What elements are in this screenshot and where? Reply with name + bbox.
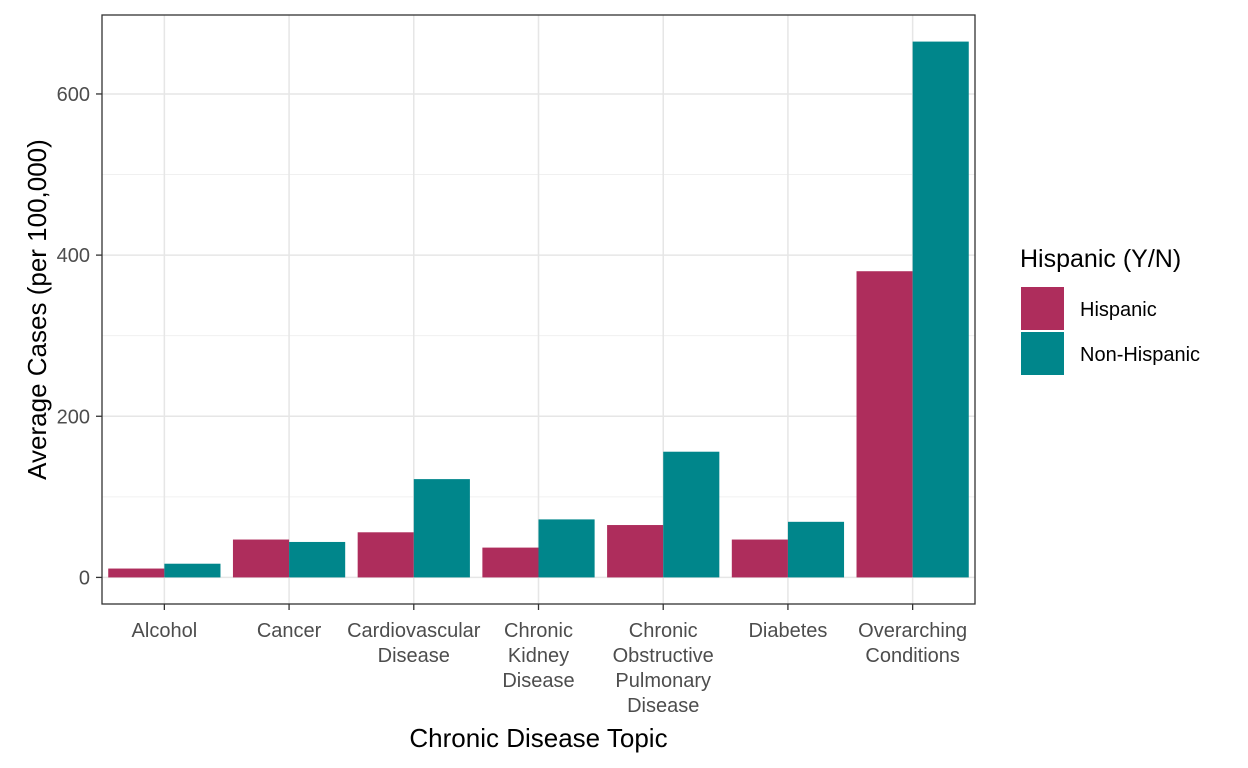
bar-hispanic-5 <box>731 539 788 578</box>
x-tick-label-line: Disease <box>378 645 450 667</box>
x-tick-label-line: Obstructive <box>613 645 714 667</box>
bars <box>108 41 969 578</box>
bar-non-hispanic-3 <box>538 519 595 578</box>
x-tick-label-line: Cancer <box>257 620 322 642</box>
bar-non-hispanic-1 <box>289 541 346 578</box>
legend-label: Hispanic <box>1080 299 1157 321</box>
bar-hispanic-4 <box>607 525 664 578</box>
x-tick-label-line: Pulmonary <box>615 670 711 692</box>
x-tick-label-line: Disease <box>627 695 699 717</box>
x-tick-label-line: Overarching <box>858 620 967 642</box>
bar-hispanic-0 <box>108 568 165 578</box>
x-tick-label-line: Alcohol <box>132 620 198 642</box>
legend: Hispanic (Y/N) Hispanic Non-Hispanic <box>1020 245 1200 375</box>
bar-non-hispanic-2 <box>413 479 470 578</box>
bar-non-hispanic-0 <box>164 563 221 578</box>
x-tick-label-line: Cardiovascular <box>347 620 481 642</box>
x-tick-label: Diabetes <box>748 620 827 642</box>
bar-hispanic-6 <box>856 271 913 578</box>
x-tick-label-line: Disease <box>502 670 574 692</box>
legend-title: Hispanic (Y/N) <box>1020 245 1181 273</box>
x-tick-label-line: Chronic <box>629 620 698 642</box>
y-tick-label: 0 <box>79 567 90 589</box>
bar-non-hispanic-4 <box>663 451 720 578</box>
x-tick-label: Cardiovascular Disease <box>347 620 481 667</box>
x-tick-label: Chronic Obstructive Pulmonary Disease <box>613 620 714 717</box>
x-tick-label-line: Kidney <box>508 645 569 667</box>
x-tick-label: Cancer <box>257 620 322 642</box>
x-tick-label: Chronic Kidney Disease <box>502 620 574 692</box>
x-tick-label: Alcohol <box>132 620 198 642</box>
y-tick-label: 600 <box>57 84 90 106</box>
y-axis-title: Average Cases (per 100,000) <box>22 139 52 480</box>
bar-non-hispanic-6 <box>912 41 969 578</box>
bar-hispanic-1 <box>232 539 290 578</box>
bar-hispanic-2 <box>357 532 414 578</box>
x-axis-title: Chronic Disease Topic <box>409 723 667 753</box>
y-tick-label: 200 <box>57 406 90 428</box>
x-tick-label: Overarching Conditions <box>858 620 967 667</box>
x-tick-label-line: Diabetes <box>748 620 827 642</box>
legend-label: Non-Hispanic <box>1080 344 1200 366</box>
y-tick-label: 400 <box>57 245 90 267</box>
x-tick-label-line: Chronic <box>504 620 573 642</box>
legend-swatch-hispanic <box>1021 287 1064 330</box>
bar-hispanic-3 <box>482 547 539 578</box>
x-tick-label-line: Conditions <box>865 645 960 667</box>
bar-non-hispanic-5 <box>787 521 845 578</box>
axes: 0 200 400 600 Alcohol Cancer Cardiovascular Dis… <box>57 84 967 717</box>
legend-swatch-non-hispanic <box>1021 332 1064 375</box>
